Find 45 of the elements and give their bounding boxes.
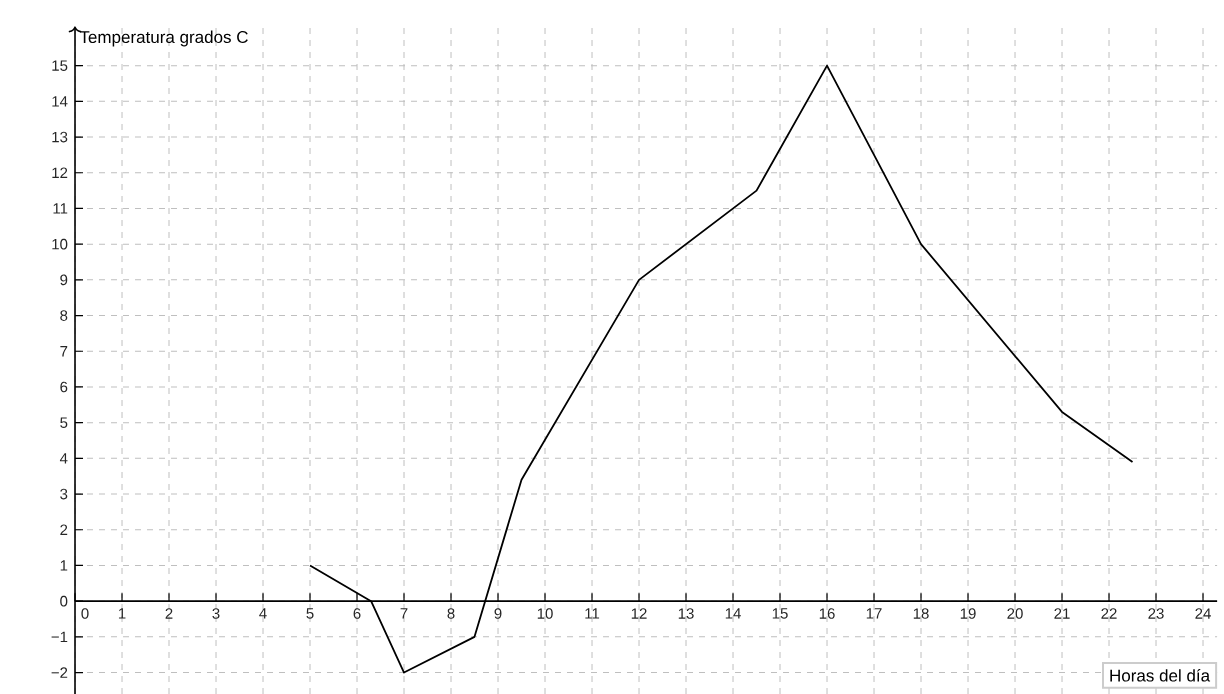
x-tick-label: 3 [212, 608, 220, 619]
y-tick-label: 12 [52, 167, 68, 178]
y-tick-label: 8 [60, 310, 68, 321]
x-axis-title: Horas del día [1110, 668, 1211, 682]
x-tick-label: 13 [678, 608, 694, 619]
x-tick-label: 5 [306, 608, 314, 619]
y-tick-label: 9 [60, 274, 68, 286]
x-tick-label: 10 [537, 608, 553, 619]
x-tick-label: 11 [585, 608, 600, 619]
x-tick-label: 18 [913, 608, 929, 619]
x-tick-label: 22 [1101, 608, 1117, 619]
y-tick-label: 10 [52, 238, 68, 250]
x-tick-label: 23 [1148, 608, 1164, 619]
x-tick-label: 15 [772, 608, 788, 619]
y-tick-label: 7 [60, 346, 68, 357]
y-tick-label: 11 [53, 203, 68, 214]
y-tick-label: 1 [60, 560, 68, 571]
x-tick-label: 6 [353, 608, 361, 619]
x-tick-label: 12 [631, 608, 647, 619]
y-tick-label: 15 [52, 60, 68, 71]
y-axis-title: Temperatura grados C [79, 30, 248, 47]
x-tick-label: 4 [259, 608, 267, 619]
y-tick-label: 2 [60, 524, 68, 535]
y-tick-label: −2 [51, 667, 68, 678]
x-tick-label: 2 [165, 608, 173, 619]
y-tick-label: 13 [52, 131, 68, 143]
x-tick-label: 16 [819, 608, 835, 619]
y-tick-label: −1 [51, 631, 68, 643]
y-tick-label: 14 [52, 96, 68, 107]
x-tick-label: 14 [725, 608, 741, 619]
x-tick-label: 9 [494, 608, 502, 619]
y-tick-label: 4 [59, 453, 68, 464]
y-tick-label: 5 [60, 417, 68, 428]
x-tick-label: 24 [1195, 608, 1211, 619]
x-tick-label: 7 [400, 608, 408, 619]
x-tick-label: 20 [1007, 608, 1023, 619]
x-tick-label: 21 [1054, 608, 1070, 619]
y-tick-label: 6 [60, 381, 68, 393]
x-tick-label: 0 [81, 608, 89, 619]
x-tick-label: 8 [447, 608, 455, 619]
x-tick-label: 1 [118, 608, 126, 619]
y-tick-label: 3 [60, 488, 68, 500]
x-tick-label: 17 [866, 608, 882, 619]
y-tick-label: 0 [60, 595, 68, 607]
x-tick-label: 19 [960, 608, 976, 619]
